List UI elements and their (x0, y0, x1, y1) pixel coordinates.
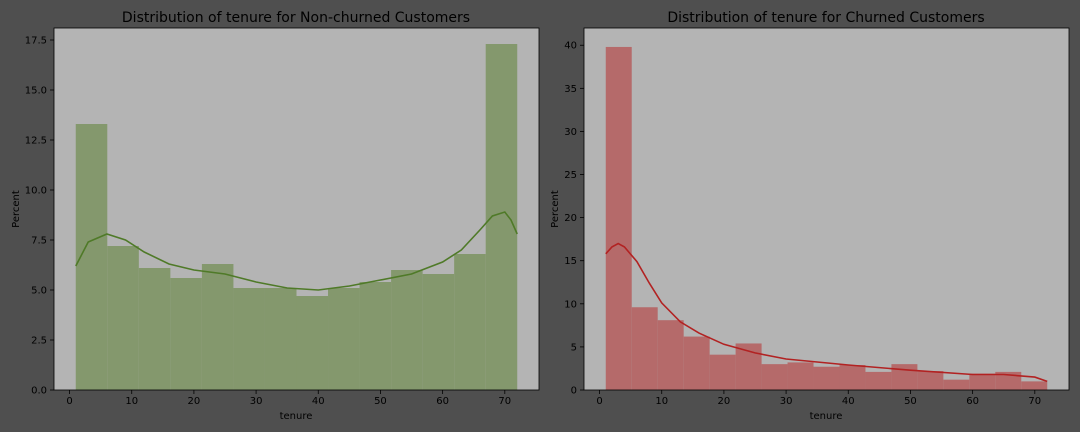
histogram-bar (969, 373, 996, 390)
x-tick-label: 30 (780, 396, 793, 407)
histogram-bar (631, 307, 658, 390)
kde-line (605, 242, 1048, 383)
histogram-bar (943, 379, 970, 390)
histogram-bar (422, 274, 455, 390)
y-tick-label: 2.5 (31, 336, 47, 347)
histogram-bar (709, 354, 736, 390)
y-tick-label: 5 (571, 342, 577, 353)
x-axis-label: tenure (280, 411, 313, 422)
histogram-bar (839, 365, 866, 390)
histogram-bar (296, 296, 329, 390)
x-tick-label: 70 (498, 396, 511, 407)
y-tick-label: 17.5 (25, 36, 47, 47)
chart-title: Distribution of tenure for Non-churned C… (122, 10, 470, 26)
y-tick-label: 12.5 (25, 136, 47, 147)
x-tick-label: 0 (66, 396, 72, 407)
y-tick-label: 5.0 (31, 286, 47, 297)
histogram-bar (170, 278, 202, 390)
x-tick-label: 20 (188, 396, 201, 407)
y-tick-label: 10.0 (25, 186, 47, 197)
y-tick-label: 15 (564, 256, 577, 267)
x-tick-label: 30 (250, 396, 263, 407)
y-tick-label: 20 (564, 213, 577, 224)
histogram-bar (995, 371, 1022, 390)
x-tick-label: 0 (596, 396, 602, 407)
x-axis-label: tenure (810, 411, 843, 422)
x-tick-label: 60 (966, 396, 979, 407)
histogram-bar (391, 270, 423, 390)
y-tick-label: 7.5 (31, 236, 47, 247)
histogram-bar (264, 288, 297, 390)
histogram-bar (787, 362, 814, 390)
histogram-bar (233, 288, 265, 390)
y-tick-label: 40 (564, 41, 577, 52)
y-tick-label: 30 (564, 127, 577, 138)
histogram-bar (107, 246, 139, 390)
histogram-bar (917, 371, 944, 390)
y-tick-label: 0 (571, 386, 577, 397)
y-tick-label: 25 (564, 170, 577, 181)
histogram-bar (359, 282, 392, 390)
histogram-bar (138, 268, 171, 390)
x-tick-label: 50 (374, 396, 387, 407)
y-tick-label: 15.0 (25, 86, 47, 97)
histogram-bar (485, 44, 518, 390)
x-tick-label: 50 (904, 396, 917, 407)
chart-title: Distribution of tenure for Churned Custo… (667, 10, 984, 26)
y-tick-label: 10 (564, 299, 577, 310)
y-tick-label: 35 (564, 84, 577, 95)
y-tick-label: 0.0 (31, 386, 47, 397)
x-tick-label: 70 (1028, 396, 1041, 407)
histogram-bar (683, 336, 710, 390)
histogram-bar (865, 371, 892, 390)
histogram-bar (891, 364, 918, 390)
histogram-bar (454, 254, 486, 390)
axes-frame (53, 27, 540, 391)
x-tick-label: 10 (125, 396, 138, 407)
x-tick-label: 60 (436, 396, 449, 407)
x-tick-label: 40 (842, 396, 855, 407)
histogram-bar (1021, 381, 1048, 390)
x-tick-label: 10 (655, 396, 668, 407)
histogram-bar (813, 366, 840, 390)
histogram-bar (201, 264, 234, 390)
histogram-bar (328, 288, 360, 390)
y-axis-label: Percent (11, 190, 22, 228)
histogram-bar (605, 46, 632, 390)
histogram-bar (657, 320, 684, 390)
x-tick-label: 40 (312, 396, 325, 407)
chart-non-churned: Distribution of tenure for Non-churned C… (11, 10, 540, 422)
chart-churned: Distribution of tenure for Churned Custo… (550, 10, 1070, 422)
x-tick-label: 20 (718, 396, 731, 407)
histogram-bar (761, 364, 788, 390)
y-axis-label: Percent (550, 190, 561, 228)
axes-frame (583, 27, 1070, 391)
kde-line (75, 211, 518, 291)
